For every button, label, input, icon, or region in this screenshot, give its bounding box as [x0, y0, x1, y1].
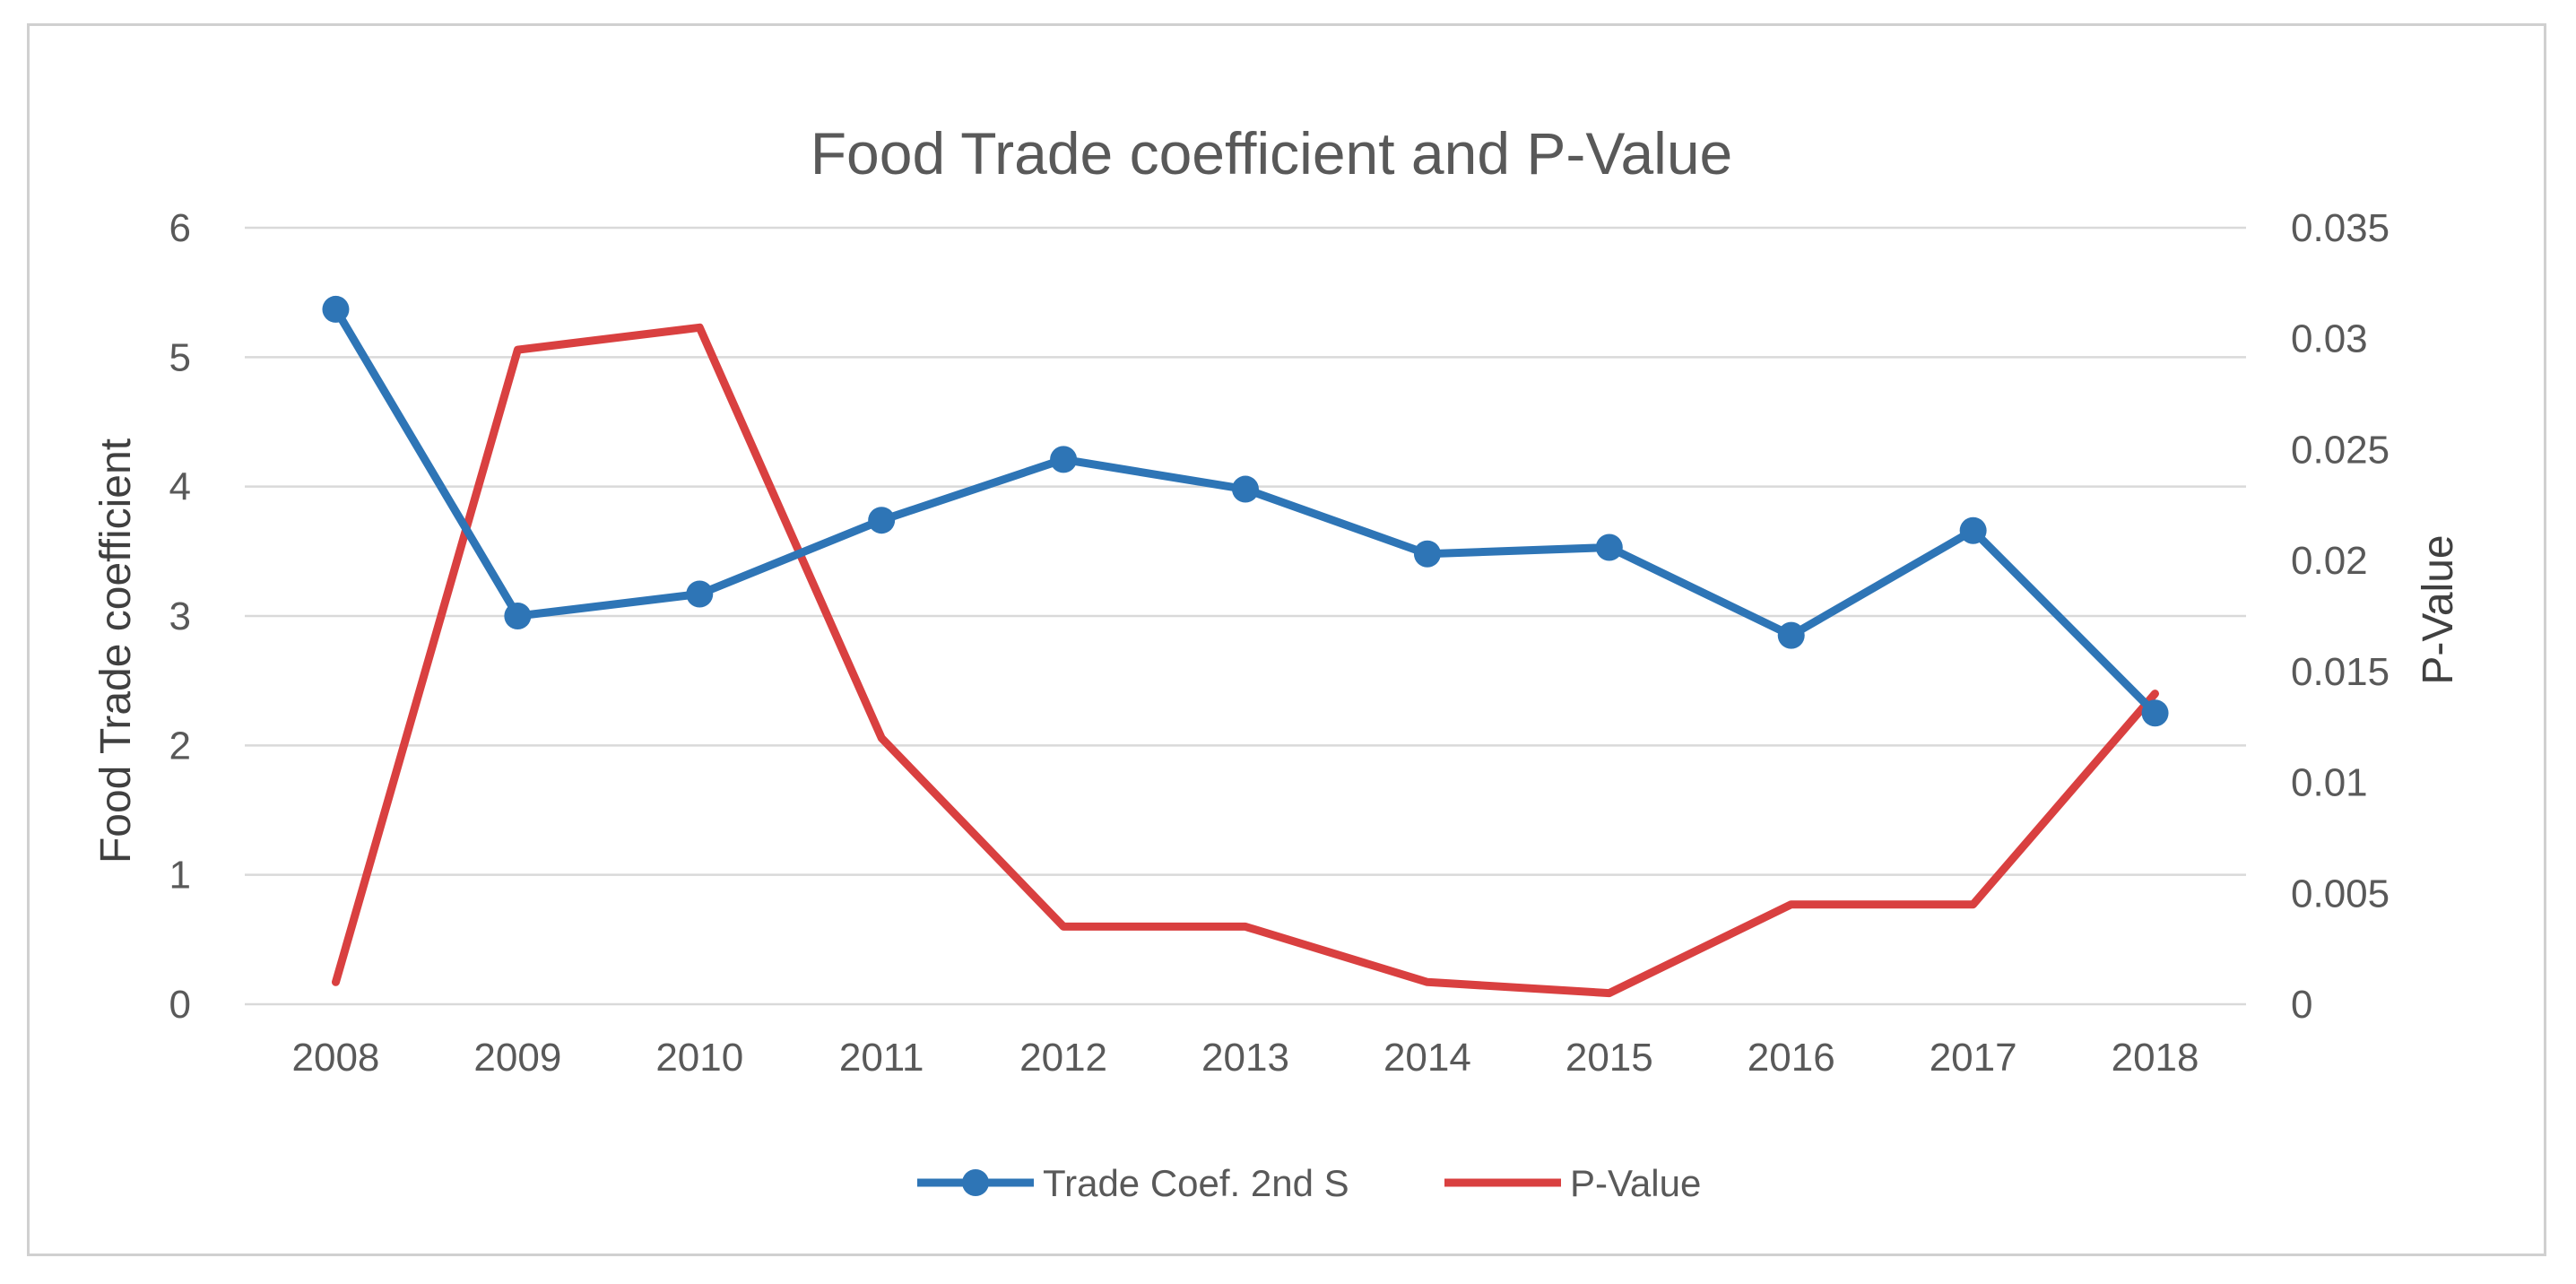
- series-trade-coef-2nd-s: [322, 295, 2169, 727]
- series-line: [332, 323, 2159, 998]
- y-tick-label: 2: [169, 724, 191, 768]
- series-line: [332, 305, 2159, 717]
- y2-tick-label: 0.015: [2291, 650, 2390, 694]
- data-point: [1050, 446, 1078, 473]
- y-tick-label: 3: [169, 594, 191, 638]
- legend-marker: [962, 1169, 989, 1196]
- y-tick-label: 6: [169, 206, 191, 250]
- y2-tick-label: 0.01: [2291, 761, 2368, 805]
- y2-axis-title: P-Value: [2415, 534, 2462, 684]
- legend-item: Trade Coef. 2nd S: [917, 1162, 1349, 1204]
- y2-tick-label: 0.005: [2291, 872, 2390, 915]
- data-point: [322, 295, 350, 323]
- data-point: [504, 603, 532, 629]
- y2-tick-label: 0.02: [2291, 539, 2368, 583]
- y2-tick-label: 0.025: [2291, 428, 2390, 472]
- x-tick-label: 2016: [1748, 1036, 1835, 1080]
- x-tick-label: 2012: [1019, 1036, 1107, 1080]
- legend: Trade Coef. 2nd S P-Value: [917, 1162, 1701, 1204]
- x-axis-ticks: 2008 2009 2010 2011 2012 2013 2014 2015 2016 2017…: [292, 1036, 2199, 1080]
- data-point: [686, 580, 714, 608]
- data-point: [1413, 540, 1441, 568]
- x-tick-label: 2011: [839, 1036, 924, 1080]
- series-layer: [322, 295, 2169, 998]
- x-tick-label: 2014: [1383, 1036, 1471, 1080]
- y-tick-label: 5: [169, 335, 191, 379]
- y2-tick-label: 0.03: [2291, 317, 2368, 361]
- data-point: [2141, 699, 2169, 727]
- data-point: [1959, 516, 1987, 544]
- data-point: [1777, 621, 1805, 649]
- legend-label: P-Value: [1570, 1162, 1701, 1204]
- x-tick-label: 2015: [1566, 1036, 1653, 1080]
- legend-label: Trade Coef. 2nd S: [1043, 1162, 1349, 1204]
- x-tick-label: 2009: [473, 1036, 561, 1080]
- y-tick-label: 1: [169, 854, 191, 898]
- x-tick-label: 2013: [1201, 1036, 1289, 1080]
- y-axis-title: Food Trade coefficient: [92, 438, 140, 863]
- x-tick-label: 2018: [2112, 1036, 2199, 1080]
- left-axis-ticks: 0 1 2 3 4 5 6: [169, 206, 191, 1027]
- right-axis-ticks: 0 0.005 0.01 0.015 0.02 0.025 0.03 0.035: [2291, 206, 2390, 1027]
- x-tick-label: 2017: [1930, 1036, 2017, 1080]
- y2-tick-label: 0.035: [2291, 206, 2390, 250]
- x-tick-label: 2010: [655, 1036, 743, 1080]
- chart-frame: Food Trade coefficient and P-Value 0 1 2 3 4…: [27, 23, 2546, 1256]
- y-tick-label: 4: [169, 465, 191, 509]
- data-point: [1595, 534, 1623, 561]
- x-tick-label: 2008: [292, 1036, 380, 1080]
- y-tick-label: 0: [169, 983, 191, 1027]
- chart-svg: Food Trade coefficient and P-Value 0 1 2 3 4…: [92, 120, 2462, 1204]
- series-p-value: [332, 323, 2159, 998]
- legend-item: P-Value: [1444, 1162, 1701, 1204]
- data-point: [1232, 475, 1259, 503]
- chart-title: Food Trade coefficient and P-Value: [811, 120, 1733, 187]
- data-point: [868, 507, 896, 534]
- y2-tick-label: 0: [2291, 983, 2312, 1027]
